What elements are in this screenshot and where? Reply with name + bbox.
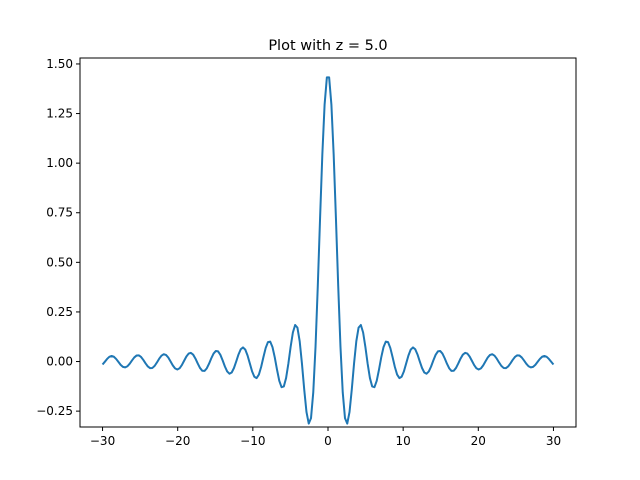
y-tick-label: 0.00 [46,355,73,369]
x-tick-label: 20 [471,434,486,448]
y-tick-label: 0.75 [46,206,73,220]
y-tick-label: 1.25 [46,107,73,121]
x-axis: −30 −20 −10 0 10 20 30 [90,427,561,448]
y-tick-label: −0.25 [36,404,73,418]
x-tick-label: −10 [240,434,265,448]
chart-title: Plot with z = 5.0 [268,38,387,54]
x-tick-label: −30 [90,434,115,448]
x-tick-label: 0 [324,434,332,448]
series-line [101,76,555,425]
x-tick-label: 30 [546,434,561,448]
y-tick-label: 0.25 [46,305,73,319]
x-tick-label: 10 [396,434,411,448]
y-tick-label: 0.50 [46,255,73,269]
y-tick-label: 1.50 [46,57,73,71]
y-axis: −0.25 0.00 0.25 0.50 0.75 1.00 1.25 1.50 [36,57,80,418]
x-tick-label: −20 [165,434,190,448]
y-tick-label: 1.00 [46,156,73,170]
